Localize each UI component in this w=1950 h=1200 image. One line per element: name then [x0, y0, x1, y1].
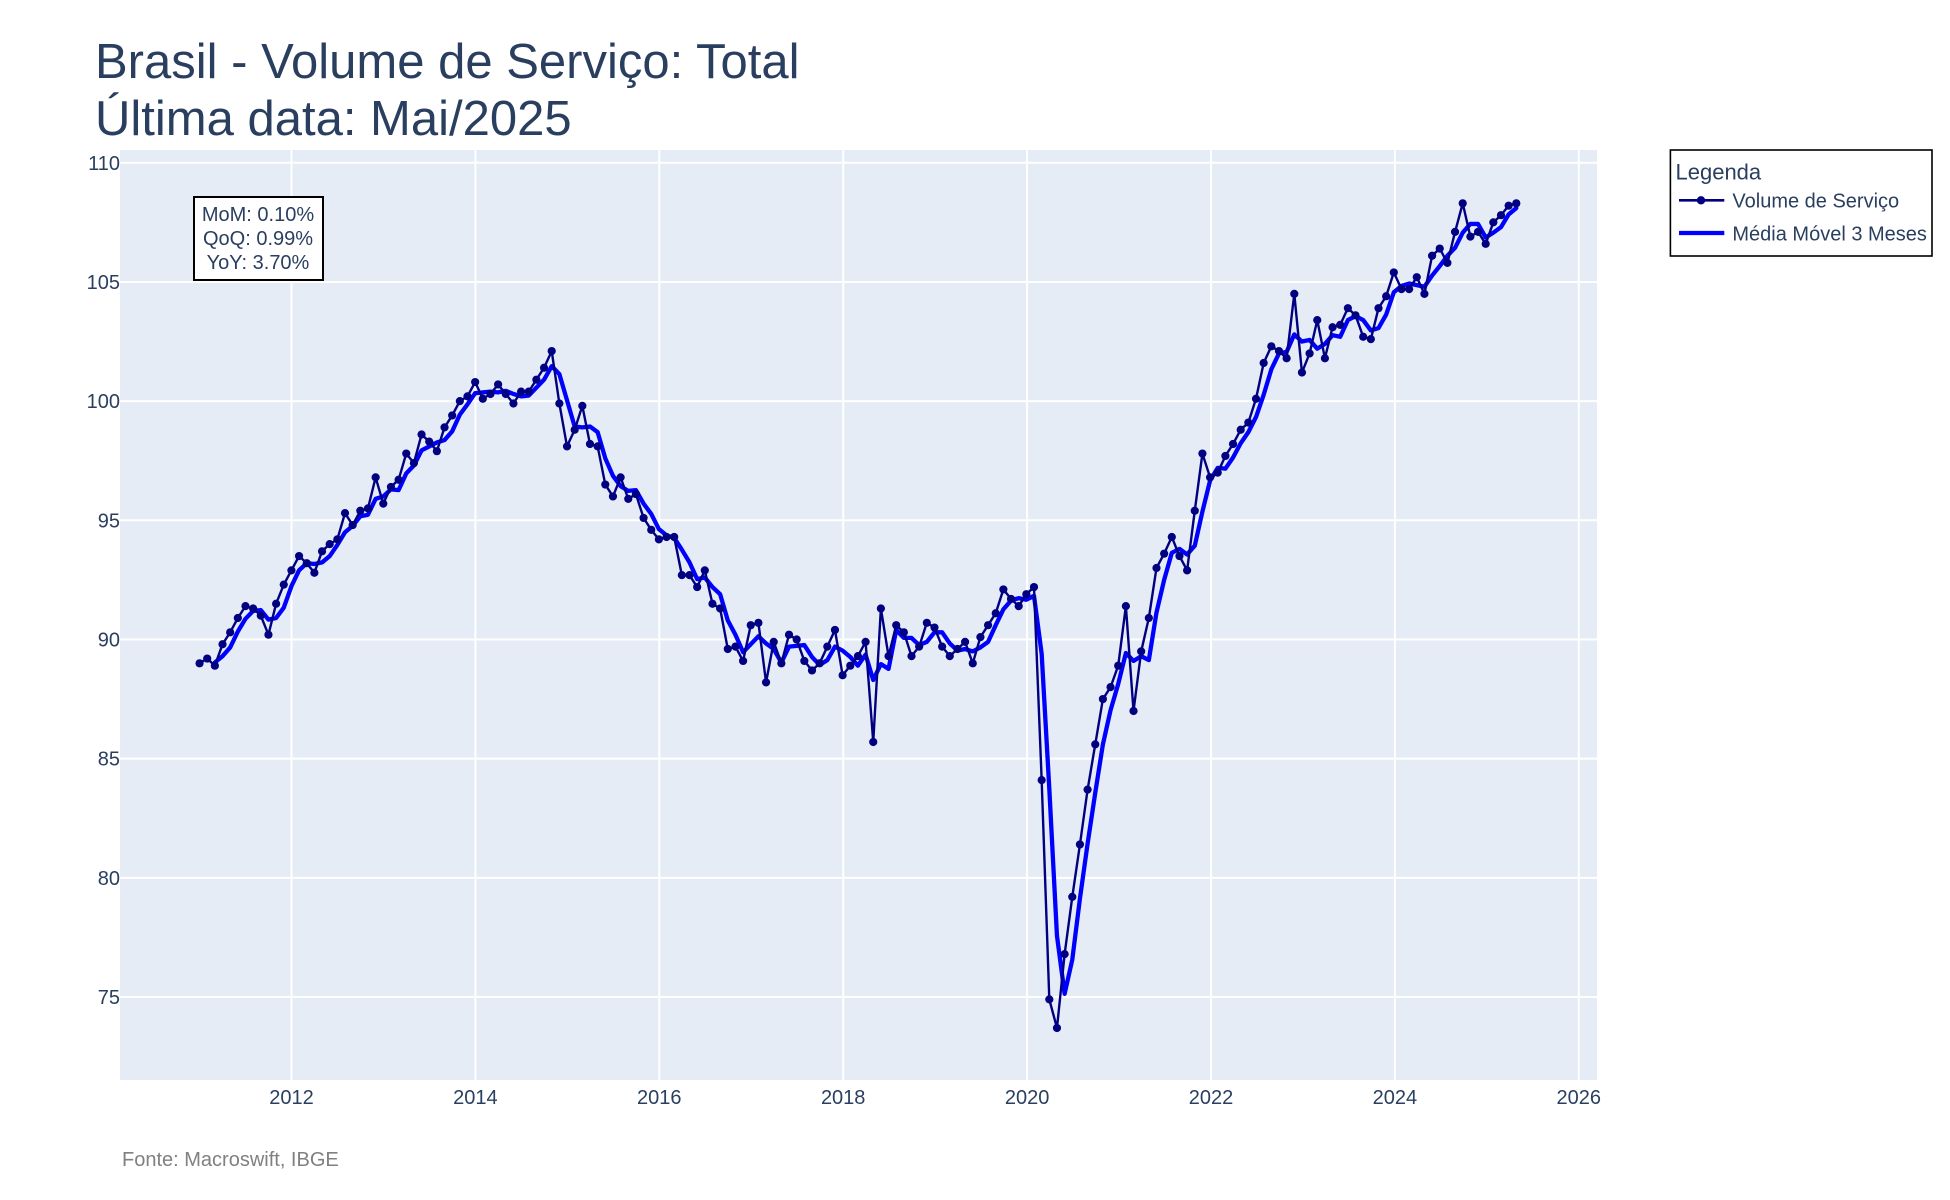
svg-text:90: 90	[98, 629, 120, 651]
svg-text:85: 85	[98, 749, 120, 771]
svg-text:95: 95	[98, 510, 120, 532]
svg-text:2022: 2022	[1189, 1087, 1234, 1109]
svg-text:100: 100	[87, 391, 120, 413]
svg-text:MoM: 0.10%: MoM: 0.10%	[202, 204, 314, 226]
svg-text:Última data: Mai/2025: Última data: Mai/2025	[95, 92, 572, 146]
svg-text:2026: 2026	[1557, 1087, 1602, 1109]
svg-text:Média Móvel 3 Meses: Média Móvel 3 Meses	[1732, 223, 1927, 245]
svg-text:105: 105	[87, 272, 120, 294]
svg-text:2014: 2014	[453, 1087, 498, 1109]
svg-text:YoY: 3.70%: YoY: 3.70%	[207, 252, 310, 274]
svg-text:80: 80	[98, 868, 120, 890]
svg-text:2018: 2018	[821, 1087, 866, 1109]
svg-text:75: 75	[98, 987, 120, 1009]
svg-text:110: 110	[88, 153, 120, 175]
svg-text:2012: 2012	[269, 1087, 314, 1109]
svg-text:2016: 2016	[637, 1087, 682, 1109]
svg-text:Brasil - Volume de Serviço: To: Brasil - Volume de Serviço: Total	[95, 35, 799, 89]
svg-text:Fonte: Macroswift, IBGE: Fonte: Macroswift, IBGE	[122, 1149, 339, 1171]
svg-text:QoQ: 0.99%: QoQ: 0.99%	[203, 228, 313, 250]
svg-text:Volume de Serviço: Volume de Serviço	[1732, 191, 1899, 213]
svg-text:Legenda: Legenda	[1676, 160, 1762, 185]
svg-text:2020: 2020	[1005, 1087, 1050, 1109]
svg-text:2024: 2024	[1373, 1087, 1418, 1109]
